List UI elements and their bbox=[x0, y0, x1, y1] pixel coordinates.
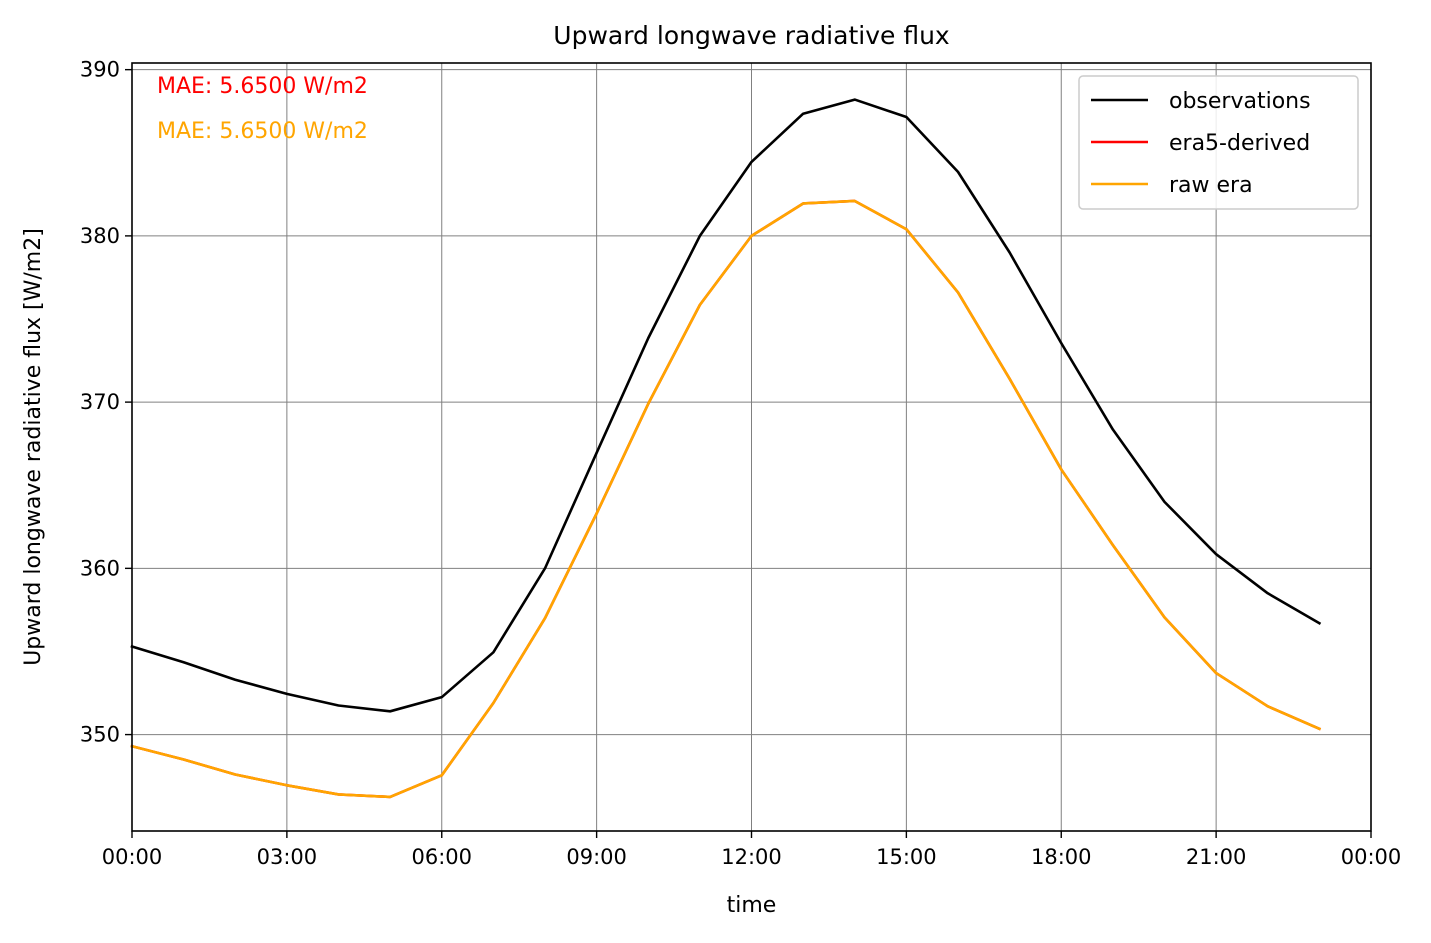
mae-annotation-era5-derived: MAE: 5.6500 W/m2 bbox=[157, 74, 368, 99]
plot-series bbox=[130, 98, 1322, 799]
y-tick-label: 350 bbox=[80, 723, 120, 747]
y-axis-label: Upward longwave radiative flux [W/m2] bbox=[21, 228, 46, 666]
y-tick-label: 380 bbox=[80, 224, 120, 248]
y-tick-label: 370 bbox=[80, 390, 120, 414]
x-tick-label: 00:00 bbox=[102, 845, 163, 869]
x-tick-label: 12:00 bbox=[721, 845, 782, 869]
x-axis-label: time bbox=[727, 893, 777, 918]
x-tick-label: 00:00 bbox=[1341, 845, 1402, 869]
x-tick-label: 15:00 bbox=[876, 845, 937, 869]
x-tick-label: 18:00 bbox=[1031, 845, 1092, 869]
x-axis-ticks: 00:00 03:00 06:00 09:00 12:00 15:00 18:00 21:00… bbox=[102, 831, 1402, 869]
y-tick-label: 360 bbox=[80, 556, 120, 580]
x-tick-label: 09:00 bbox=[566, 845, 627, 869]
y-axis-ticks: 350 360 370 380 390 bbox=[80, 58, 132, 747]
legend: observations era5-derived raw era bbox=[1078, 75, 1359, 210]
series-line-raw-era bbox=[130, 199, 1322, 799]
x-tick-label: 06:00 bbox=[411, 845, 472, 869]
legend-box bbox=[1078, 75, 1359, 210]
legend-label-raw-era: raw era bbox=[1169, 173, 1253, 198]
series-line-observations bbox=[130, 98, 1322, 713]
y-tick-label: 390 bbox=[80, 58, 120, 82]
mae-annotation-raw-era: MAE: 5.6500 W/m2 bbox=[157, 119, 368, 144]
mae-annotations: MAE: 5.6500 W/m2 MAE: 5.6500 W/m2 bbox=[157, 74, 368, 144]
x-tick-label: 03:00 bbox=[257, 845, 318, 869]
x-tick-label: 21:00 bbox=[1186, 845, 1247, 869]
chart-title: Upward longwave radiative flux bbox=[553, 21, 949, 50]
legend-label-era5-derived: era5-derived bbox=[1169, 131, 1310, 156]
legend-label-observations: observations bbox=[1169, 89, 1311, 114]
